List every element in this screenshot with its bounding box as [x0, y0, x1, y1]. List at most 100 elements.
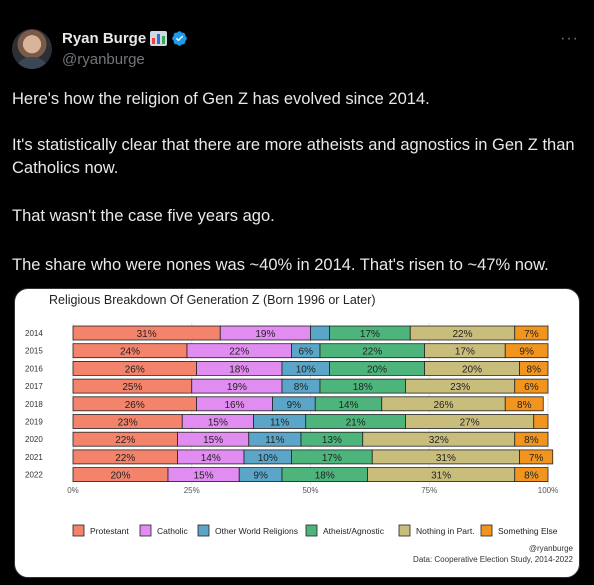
author-row: Ryan Burge: [62, 30, 188, 47]
legend-label: Nothing in Part.: [416, 526, 475, 536]
y-tick-label: 2019: [25, 418, 43, 427]
data-label: 23%: [118, 418, 138, 429]
legend-swatch: [305, 524, 318, 537]
legend-label: Something Else: [498, 526, 558, 536]
data-label: 8%: [524, 471, 539, 482]
data-label: 6%: [299, 347, 314, 358]
data-label: 18%: [353, 382, 373, 393]
data-label: 19%: [227, 382, 247, 393]
data-label: 31%: [137, 329, 157, 340]
data-label: 13%: [322, 435, 342, 446]
data-label: 10%: [296, 364, 316, 375]
data-label: 17%: [322, 453, 342, 464]
data-label: 23%: [450, 382, 470, 393]
x-tick-label: 25%: [184, 486, 200, 495]
data-label: 16%: [224, 400, 244, 411]
data-label: 26%: [125, 400, 145, 411]
data-label: 11%: [270, 418, 289, 429]
data-label: 11%: [265, 435, 284, 446]
data-label: 31%: [431, 471, 451, 482]
bar-segment: [519, 361, 549, 376]
data-label: 19%: [255, 329, 275, 340]
chart-title: Religious Breakdown Of Generation Z (Bor…: [49, 293, 376, 307]
data-label: 27%: [460, 418, 480, 429]
data-label: 18%: [229, 364, 249, 375]
data-label: 7%: [524, 329, 539, 340]
legend-swatch: [72, 524, 85, 537]
data-label: 9%: [519, 347, 534, 358]
bar-segment: [514, 467, 549, 483]
chart-caption-handle: @ryanburge: [529, 544, 574, 553]
tweet-text-line-4: The share who were nones was ~40% in 201…: [12, 256, 549, 274]
y-tick-label: 2017: [25, 382, 43, 391]
data-label: 26%: [433, 400, 453, 411]
x-tick-label: 100%: [538, 486, 558, 495]
data-label: 22%: [452, 329, 472, 340]
legend-label: Other World Religions: [215, 526, 298, 536]
y-tick-label: 2016: [25, 364, 43, 373]
data-label: 22%: [115, 453, 135, 464]
data-label: 14%: [201, 453, 221, 464]
chart-image[interactable]: Religious Breakdown Of Generation Z (Bor…: [14, 288, 580, 578]
stacked-bar-chart: Religious Breakdown Of Generation Z (Bor…: [25, 293, 574, 564]
legend-swatch: [480, 524, 493, 537]
data-label: 10%: [258, 453, 278, 464]
verified-badge-icon: [172, 31, 187, 46]
data-label: 17%: [455, 347, 475, 358]
y-tick-label: 2015: [25, 347, 43, 356]
data-label: 8%: [527, 364, 542, 375]
legend-label: Atheist/Agnostic: [323, 526, 385, 536]
bar-segment: [533, 414, 549, 429]
data-label: 20%: [462, 364, 482, 375]
x-tick-label: 75%: [421, 486, 437, 495]
data-label: 31%: [436, 453, 456, 464]
y-tick-label: 2018: [25, 400, 43, 409]
data-label: 18%: [315, 471, 335, 482]
x-tick-label: 0%: [67, 486, 79, 495]
data-label: 8%: [524, 435, 539, 446]
handle[interactable]: @ryanburge: [62, 51, 145, 68]
data-label: 25%: [122, 382, 142, 393]
legend-swatch: [197, 524, 210, 537]
bar-segment: [504, 396, 544, 412]
legend-swatch: [139, 524, 152, 537]
legend-label: Catholic: [157, 526, 188, 536]
data-label: 9%: [253, 471, 268, 482]
data-label: 17%: [360, 329, 380, 340]
data-label: 7%: [529, 453, 544, 464]
data-label: 22%: [362, 347, 382, 358]
avatar[interactable]: [12, 29, 52, 69]
bar-segment: [310, 325, 330, 341]
legend-label: Protestant: [90, 526, 129, 536]
data-label: 15%: [203, 435, 223, 446]
data-label: 24%: [120, 347, 140, 358]
chart-caption-source: Data: Cooperative Election Study, 2014-2…: [413, 555, 574, 564]
data-label: 8%: [294, 382, 309, 393]
bar-chart-emoji-icon: [150, 31, 168, 46]
data-label: 20%: [367, 364, 387, 375]
data-label: 32%: [429, 435, 449, 446]
x-tick-label: 50%: [302, 486, 318, 495]
data-label: 8%: [517, 400, 532, 411]
bar-segment: [519, 449, 554, 465]
y-tick-label: 2014: [25, 329, 43, 338]
data-label: 22%: [115, 435, 135, 446]
data-label: 26%: [125, 364, 145, 375]
legend-swatch: [398, 524, 411, 537]
bar-segment: [514, 431, 549, 447]
display-name[interactable]: Ryan Burge: [62, 30, 147, 47]
data-label: 15%: [208, 418, 228, 429]
y-tick-label: 2022: [25, 471, 43, 480]
more-options-icon[interactable]: ···: [560, 30, 579, 47]
bar-segment: [514, 325, 549, 341]
data-label: 9%: [287, 400, 302, 411]
y-tick-label: 2020: [25, 435, 43, 444]
data-label: 6%: [524, 382, 539, 393]
tweet-text-line-2: It's statistically clear that there are …: [12, 136, 575, 177]
bar-segment: [514, 378, 549, 394]
bar-segment: [504, 343, 549, 359]
data-label: 20%: [110, 471, 130, 482]
data-label: 22%: [229, 347, 249, 358]
tweet-text-line-3: That wasn't the case five years ago.: [12, 207, 275, 225]
